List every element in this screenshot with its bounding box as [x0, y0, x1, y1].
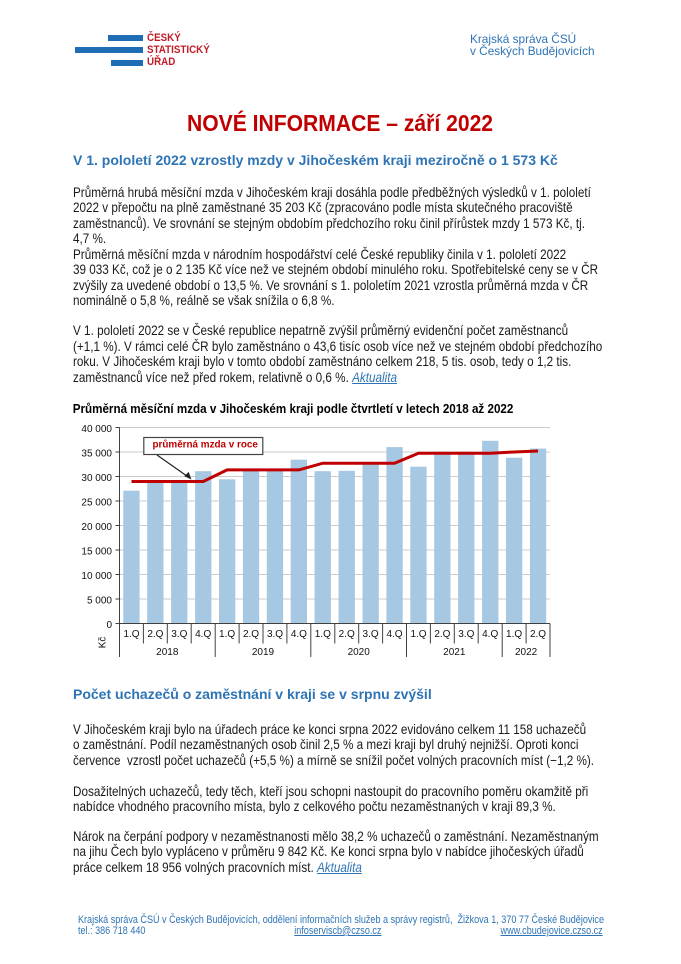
svg-text:Průměrná měsíční mzda v Jihoče: Průměrná měsíční mzda v Jihočeském kraji… — [73, 402, 514, 416]
svg-text:4.Q: 4.Q — [291, 629, 307, 640]
svg-text:1.Q: 1.Q — [123, 629, 139, 640]
svg-text:průměrná mzda v roce: průměrná mzda v roce — [153, 440, 259, 451]
svg-text:20 000: 20 000 — [81, 522, 112, 533]
svg-text:2022: 2022 — [515, 647, 538, 658]
svg-text:40 000: 40 000 — [81, 424, 112, 435]
svg-text:2.Q: 2.Q — [530, 629, 546, 640]
svg-text:1.Q: 1.Q — [410, 629, 426, 640]
svg-text:2020: 2020 — [348, 647, 371, 658]
svg-text:1.Q: 1.Q — [219, 629, 235, 640]
svg-text:2021: 2021 — [443, 647, 466, 658]
svg-text:4.Q: 4.Q — [386, 629, 402, 640]
svg-text:3.Q: 3.Q — [363, 629, 379, 640]
svg-text:2.Q: 2.Q — [147, 629, 163, 640]
svg-text:0: 0 — [106, 620, 112, 631]
svg-text:3.Q: 3.Q — [458, 629, 474, 640]
svg-text:2.Q: 2.Q — [339, 629, 355, 640]
svg-text:5 000: 5 000 — [87, 596, 112, 607]
svg-text:10 000: 10 000 — [81, 571, 112, 582]
svg-text:1.Q: 1.Q — [506, 629, 522, 640]
svg-text:2.Q: 2.Q — [434, 629, 450, 640]
svg-text:2018: 2018 — [156, 647, 179, 658]
svg-text:15 000: 15 000 — [81, 547, 112, 558]
svg-text:Kč: Kč — [98, 637, 109, 649]
svg-text:30 000: 30 000 — [81, 473, 112, 484]
svg-text:3.Q: 3.Q — [171, 629, 187, 640]
svg-text:35 000: 35 000 — [81, 449, 112, 460]
svg-text:4.Q: 4.Q — [482, 629, 498, 640]
svg-text:3.Q: 3.Q — [267, 629, 283, 640]
svg-text:2.Q: 2.Q — [243, 629, 259, 640]
svg-text:1.Q: 1.Q — [315, 629, 331, 640]
svg-text:2019: 2019 — [252, 647, 275, 658]
svg-text:25 000: 25 000 — [81, 498, 112, 509]
svg-text:4.Q: 4.Q — [195, 629, 211, 640]
